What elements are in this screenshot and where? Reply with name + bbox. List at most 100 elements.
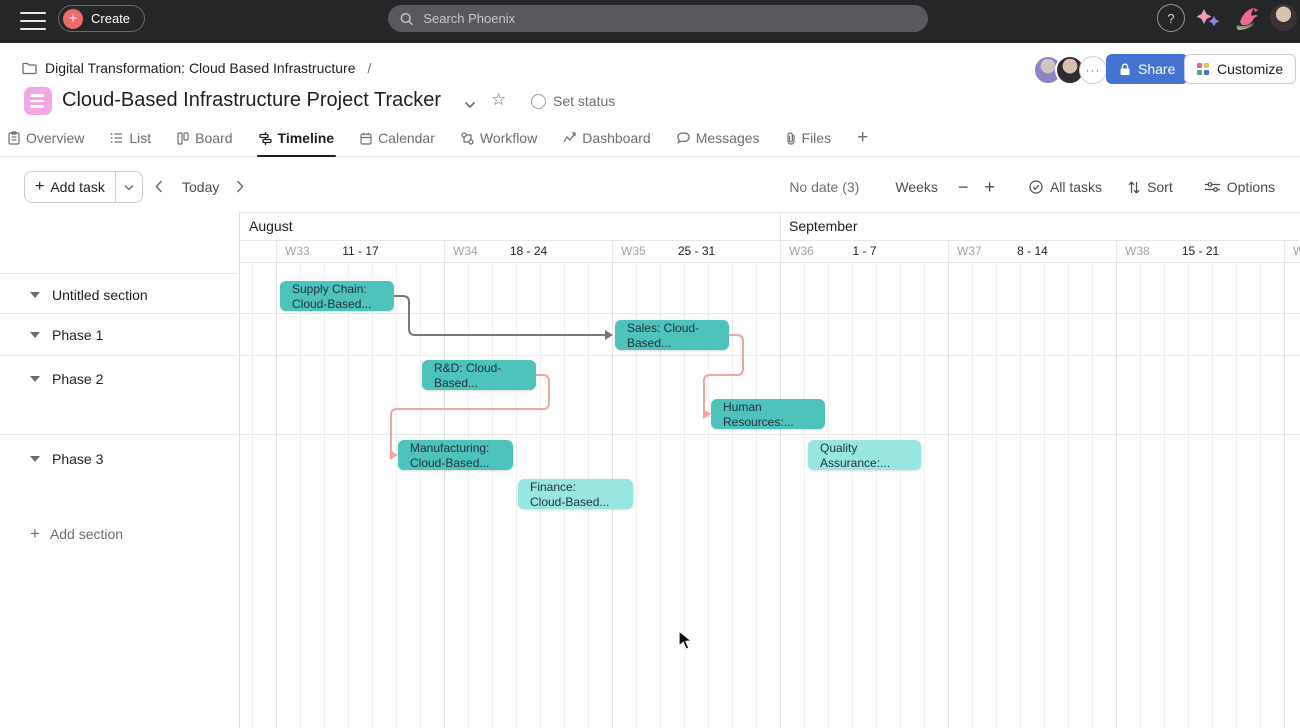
add-task-button: + Add task	[24, 171, 143, 203]
tab-calendar[interactable]: Calendar	[360, 120, 435, 156]
tab-overview[interactable]: Overview	[8, 120, 84, 156]
hamburger-menu-icon[interactable]	[20, 12, 46, 30]
search-input[interactable]	[421, 10, 916, 27]
zoom-out-button[interactable]: −	[957, 177, 969, 197]
month-week-divider	[240, 240, 1300, 241]
collapse-triangle-icon[interactable]	[30, 456, 40, 462]
today-button[interactable]: Today	[182, 179, 220, 195]
section-phase-1[interactable]: Phase 1	[30, 327, 103, 343]
lock-icon	[1120, 62, 1130, 75]
tab-list[interactable]: List	[110, 120, 151, 156]
folder-icon	[22, 62, 37, 74]
page-title: Cloud-Based Infrastructure Project Track…	[62, 89, 442, 111]
share-button[interactable]: Share	[1106, 54, 1189, 84]
task-bar-human-resources[interactable]: Human Resources:...	[711, 399, 825, 429]
breadcrumb-separator: /	[367, 60, 372, 76]
dashboard-icon	[563, 132, 576, 143]
options-icon	[1204, 182, 1220, 192]
star-icon[interactable]: ☆	[491, 90, 507, 109]
list-icon	[111, 133, 123, 143]
plus-icon: +	[63, 8, 83, 29]
tab-files[interactable]: Files	[786, 120, 831, 156]
week-header-partial: W	[1284, 241, 1300, 262]
sort-icon	[1128, 181, 1140, 193]
breadcrumb-project[interactable]: Digital Transformation: Cloud Based Infr…	[45, 60, 356, 76]
zoom-level-button[interactable]: Weeks	[895, 179, 938, 195]
task-bar-manufacturing[interactable]: Manufacturing: Cloud-Based...	[398, 440, 513, 470]
month-august: August	[249, 217, 293, 234]
phoenix-logo-icon[interactable]	[1230, 4, 1262, 36]
status-circle-icon	[531, 93, 546, 109]
ai-sparkles-icon[interactable]	[1194, 7, 1222, 31]
customize-label: Customize	[1217, 61, 1284, 77]
tab-messages[interactable]: Messages	[676, 120, 760, 156]
task-bar-finance[interactable]: Finance: Cloud-Based...	[518, 479, 633, 509]
add-task-main[interactable]: + Add task	[25, 172, 115, 202]
create-button[interactable]: + Create	[58, 5, 146, 32]
share-label: Share	[1138, 61, 1176, 77]
search-icon	[400, 12, 413, 25]
overview-icon	[8, 131, 20, 145]
tab-workflow[interactable]: Workflow	[461, 120, 537, 156]
chevron-down-icon[interactable]	[464, 96, 476, 114]
week-header-w37: W37 8 - 14	[948, 241, 1116, 262]
tab-dashboard[interactable]: Dashboard	[563, 120, 651, 156]
top-bar: + Create ?	[0, 0, 1300, 43]
task-bar-quality-assurance[interactable]: Quality Assurance:...	[808, 440, 921, 470]
prev-period-button[interactable]	[150, 177, 168, 195]
task-bar-supply-chain[interactable]: Supply Chain: Cloud-Based...	[280, 281, 394, 311]
options-button[interactable]: Options	[1204, 179, 1275, 195]
next-period-button[interactable]	[231, 177, 249, 195]
add-task-label: Add task	[50, 179, 105, 195]
sort-button[interactable]: Sort	[1128, 179, 1173, 195]
help-button[interactable]: ?	[1157, 4, 1185, 32]
section-untitled[interactable]: Untitled section	[30, 287, 148, 303]
set-status-button[interactable]: Set status	[531, 93, 615, 109]
user-avatar[interactable]	[1270, 4, 1297, 31]
timeline-toolbar: No date (3) Weeks − + All tasks Sort Opt…	[789, 178, 1275, 196]
add-tab-button[interactable]: +	[857, 127, 869, 148]
search-bar[interactable]	[388, 5, 928, 32]
plus-icon: +	[30, 524, 40, 543]
plus-icon: +	[35, 178, 45, 195]
zoom-in-button[interactable]: +	[984, 177, 995, 197]
collapse-triangle-icon[interactable]	[30, 292, 40, 298]
mouse-cursor	[678, 629, 694, 656]
timeline-icon	[258, 131, 272, 145]
task-bar-sales[interactable]: Sales: Cloud- Based...	[615, 320, 729, 350]
left-panel-border	[239, 212, 240, 728]
board-icon	[177, 131, 189, 145]
week-header-w38: W38 15 - 21	[1116, 241, 1284, 262]
workflow-icon	[461, 131, 474, 145]
section-phase-2[interactable]: Phase 2	[30, 371, 103, 387]
project-icon	[24, 87, 52, 115]
more-members-button[interactable]: ···	[1079, 56, 1107, 84]
section-divider	[0, 313, 1300, 314]
week-header-w34: W34 18 - 24	[444, 241, 612, 262]
section-phase-3[interactable]: Phase 3	[30, 451, 103, 467]
paperclip-icon	[786, 131, 795, 145]
task-bar-rd[interactable]: R&D: Cloud- Based...	[422, 360, 536, 390]
tab-timeline[interactable]: Timeline	[256, 120, 336, 157]
add-section-button[interactable]: + Add section	[30, 524, 124, 543]
week-header-w36: W36 1 - 7	[780, 241, 948, 262]
no-date-button[interactable]: No date (3)	[789, 179, 860, 195]
chevron-down-icon	[124, 184, 134, 190]
customize-icon	[1197, 63, 1209, 75]
section-divider	[0, 273, 240, 274]
breadcrumb: Digital Transformation: Cloud Based Infr…	[22, 60, 371, 76]
collapse-triangle-icon[interactable]	[30, 376, 40, 382]
filter-button[interactable]: All tasks	[1029, 179, 1102, 195]
check-circle-icon	[1029, 180, 1043, 194]
chevron-left-icon	[155, 179, 163, 193]
collapse-triangle-icon[interactable]	[30, 332, 40, 338]
chevron-right-icon	[236, 179, 244, 193]
customize-button[interactable]: Customize	[1184, 54, 1297, 84]
tab-board[interactable]: Board	[177, 120, 233, 156]
view-tabs: Overview List Board Timeline Calendar Wo…	[0, 120, 1300, 157]
add-task-dropdown[interactable]	[114, 172, 142, 202]
month-september: September	[789, 217, 858, 234]
member-avatars: ···	[1033, 55, 1107, 85]
set-status-label: Set status	[553, 93, 616, 109]
header-divider	[240, 212, 1300, 213]
